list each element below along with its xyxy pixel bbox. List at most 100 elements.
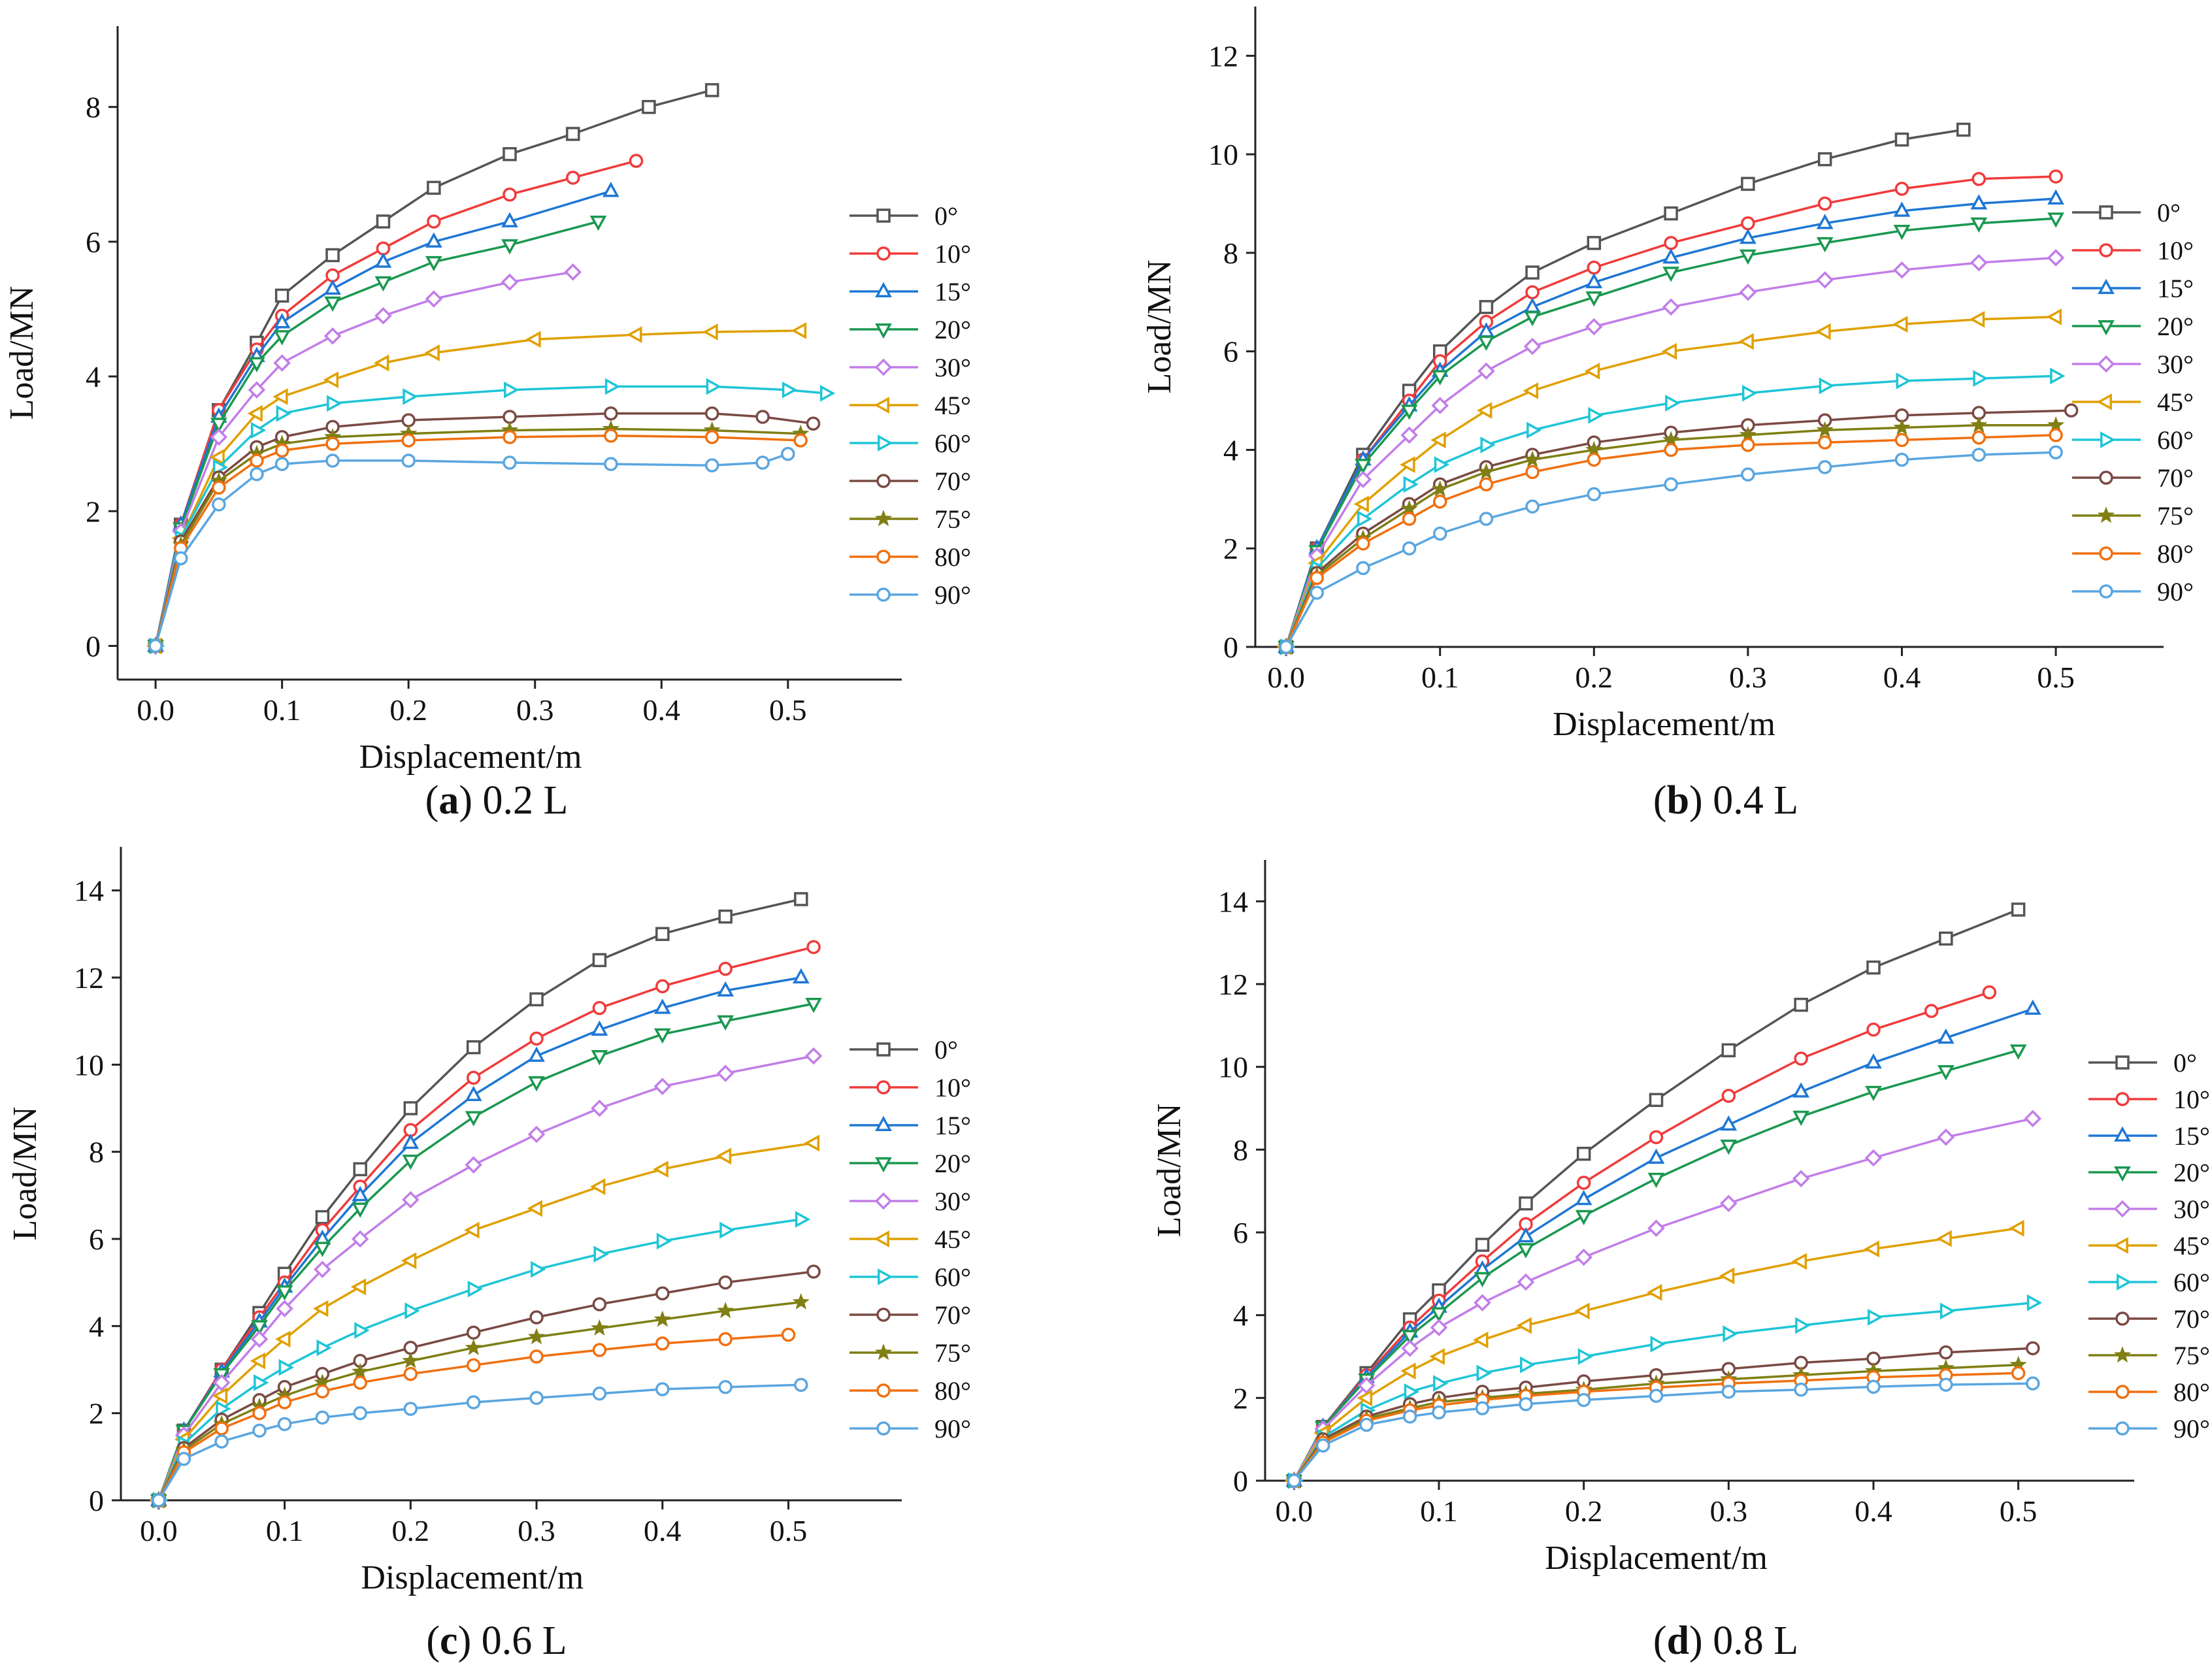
x-tick-label: 0.1 (263, 693, 301, 727)
legend-item: 60° (2072, 425, 2194, 455)
data-point (2047, 212, 2064, 228)
data-point (1432, 1405, 1446, 1420)
data-point (1956, 122, 1971, 137)
data-point (1517, 1227, 1534, 1243)
data-point (1402, 541, 1417, 555)
series-line (1285, 434, 2056, 648)
data-point (274, 457, 289, 471)
data-point (214, 1434, 229, 1449)
series-60deg (152, 1211, 811, 1509)
data-point (316, 1339, 332, 1357)
data-point (794, 892, 808, 906)
data-point (2049, 445, 2063, 459)
x-tick-label: 0.4 (1883, 661, 1921, 694)
legend-label: 70° (2157, 463, 2194, 493)
data-point (1476, 402, 1493, 420)
data-point (353, 1162, 367, 1177)
data-point (1894, 182, 1909, 196)
x-tick-label: 0.3 (1729, 661, 1767, 694)
data-point (591, 1099, 608, 1117)
y-tick-label: 0 (89, 1484, 104, 1517)
data-point (1357, 1389, 1373, 1407)
data-point (717, 1015, 734, 1031)
data-point (216, 1400, 231, 1417)
data-point (1525, 499, 1540, 514)
data-point (656, 1232, 672, 1250)
data-point (403, 388, 418, 405)
series-80deg (152, 1327, 796, 1507)
data-point (795, 1211, 811, 1228)
legend-marker (2115, 1385, 2130, 1399)
data-point (1588, 406, 1604, 424)
legend-label: 15° (2173, 1121, 2210, 1151)
data-point (274, 288, 289, 303)
legend-marker (875, 323, 892, 339)
data-point (719, 1221, 735, 1239)
legend-marker (876, 474, 891, 488)
data-point (1477, 335, 1495, 352)
data-point (806, 1264, 821, 1279)
data-point (655, 979, 670, 994)
data-point (1431, 370, 1449, 386)
data-point (401, 413, 416, 427)
legend-marker (876, 1080, 891, 1095)
data-point (2026, 1341, 2040, 1356)
data-point (374, 276, 392, 292)
legend-label: 90° (934, 1414, 971, 1443)
data-point (1893, 418, 1911, 435)
legend-label: 20° (934, 1149, 971, 1178)
x-tick-label: 0.3 (516, 693, 554, 727)
data-point (1587, 452, 1602, 467)
legend-item: 60° (849, 429, 971, 458)
data-point (2064, 403, 2079, 418)
data-point (277, 1417, 292, 1432)
data-point (1936, 1230, 1952, 1247)
data-point (1739, 283, 1757, 301)
data-point (1816, 421, 1834, 438)
data-point (1792, 1110, 1810, 1127)
legend-label: 10° (2157, 236, 2194, 265)
data-point (592, 1000, 607, 1015)
data-point (1865, 1053, 1882, 1069)
data-point (1647, 1148, 1665, 1164)
data-point (704, 406, 719, 421)
data-point (403, 1101, 418, 1115)
data-point (1516, 1317, 1532, 1334)
legend-label: 75° (934, 504, 971, 534)
data-point (718, 1379, 733, 1394)
data-point (1575, 1210, 1592, 1226)
series-30deg (150, 1047, 823, 1509)
legend-marker (2096, 393, 2112, 410)
data-point (604, 429, 618, 443)
legend-item: 70° (2088, 1304, 2210, 1334)
data-point (1524, 310, 1541, 327)
legend-marker (876, 1308, 891, 1322)
data-point (1819, 377, 1835, 395)
data-point (464, 1221, 480, 1239)
series-line (1293, 1117, 2034, 1481)
legend-item: 70° (849, 1300, 971, 1330)
y-tick-label: 4 (1223, 433, 1238, 467)
data-point (604, 457, 618, 471)
data-point (716, 1302, 734, 1319)
legend-item: 70° (2072, 463, 2194, 493)
data-point (1523, 382, 1539, 399)
legend-label: 0° (934, 201, 958, 231)
data-point (655, 1286, 670, 1301)
data-point (324, 296, 341, 312)
data-point (1721, 1089, 1736, 1103)
caption-c: (c) 0.6 L (426, 1619, 567, 1663)
data-point (250, 467, 264, 482)
x-tick-label: 0.0 (137, 693, 174, 727)
data-point (1817, 435, 1832, 450)
data-point (323, 371, 338, 389)
series-20deg (1285, 1044, 2027, 1491)
data-point (466, 1040, 481, 1055)
data-point (2047, 189, 2064, 205)
data-point (465, 1156, 482, 1174)
data-point (1970, 194, 1988, 210)
legend-label: 80° (2173, 1377, 2210, 1407)
data-point (1310, 585, 1324, 600)
data-point (275, 1330, 291, 1348)
data-point (1795, 1317, 1811, 1334)
